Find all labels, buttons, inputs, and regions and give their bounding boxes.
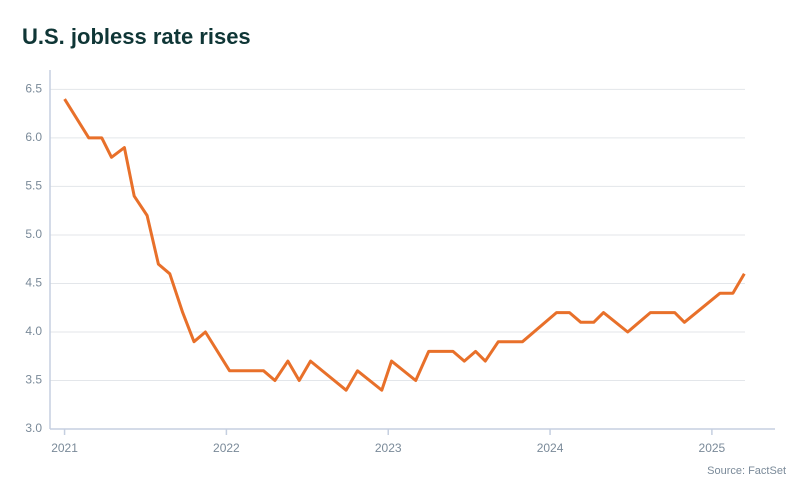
x-tick-label: 2025	[699, 441, 726, 455]
y-tick-label: 3.0	[25, 421, 42, 435]
line	[63, 98, 746, 392]
y-tick-label: 5.5	[25, 179, 42, 193]
y-tick-label: 4.5	[25, 276, 42, 290]
source: Source: FactSet	[707, 465, 786, 477]
y-tick-label: 4.0	[25, 324, 42, 338]
x-tick-label: 2021	[51, 441, 78, 455]
x-tick-label: 2023	[375, 441, 402, 455]
y-tick-label: 5.0	[25, 227, 42, 241]
y-tick-label: 6.5	[25, 82, 42, 96]
chart-title: U.S. jobless rate rises	[22, 24, 251, 49]
y-tick-label: 3.5	[25, 373, 42, 387]
x-tick-label: 2022	[213, 441, 240, 455]
y-tick-label: 6.0	[25, 130, 42, 144]
x-tick-label: 2024	[537, 441, 564, 455]
